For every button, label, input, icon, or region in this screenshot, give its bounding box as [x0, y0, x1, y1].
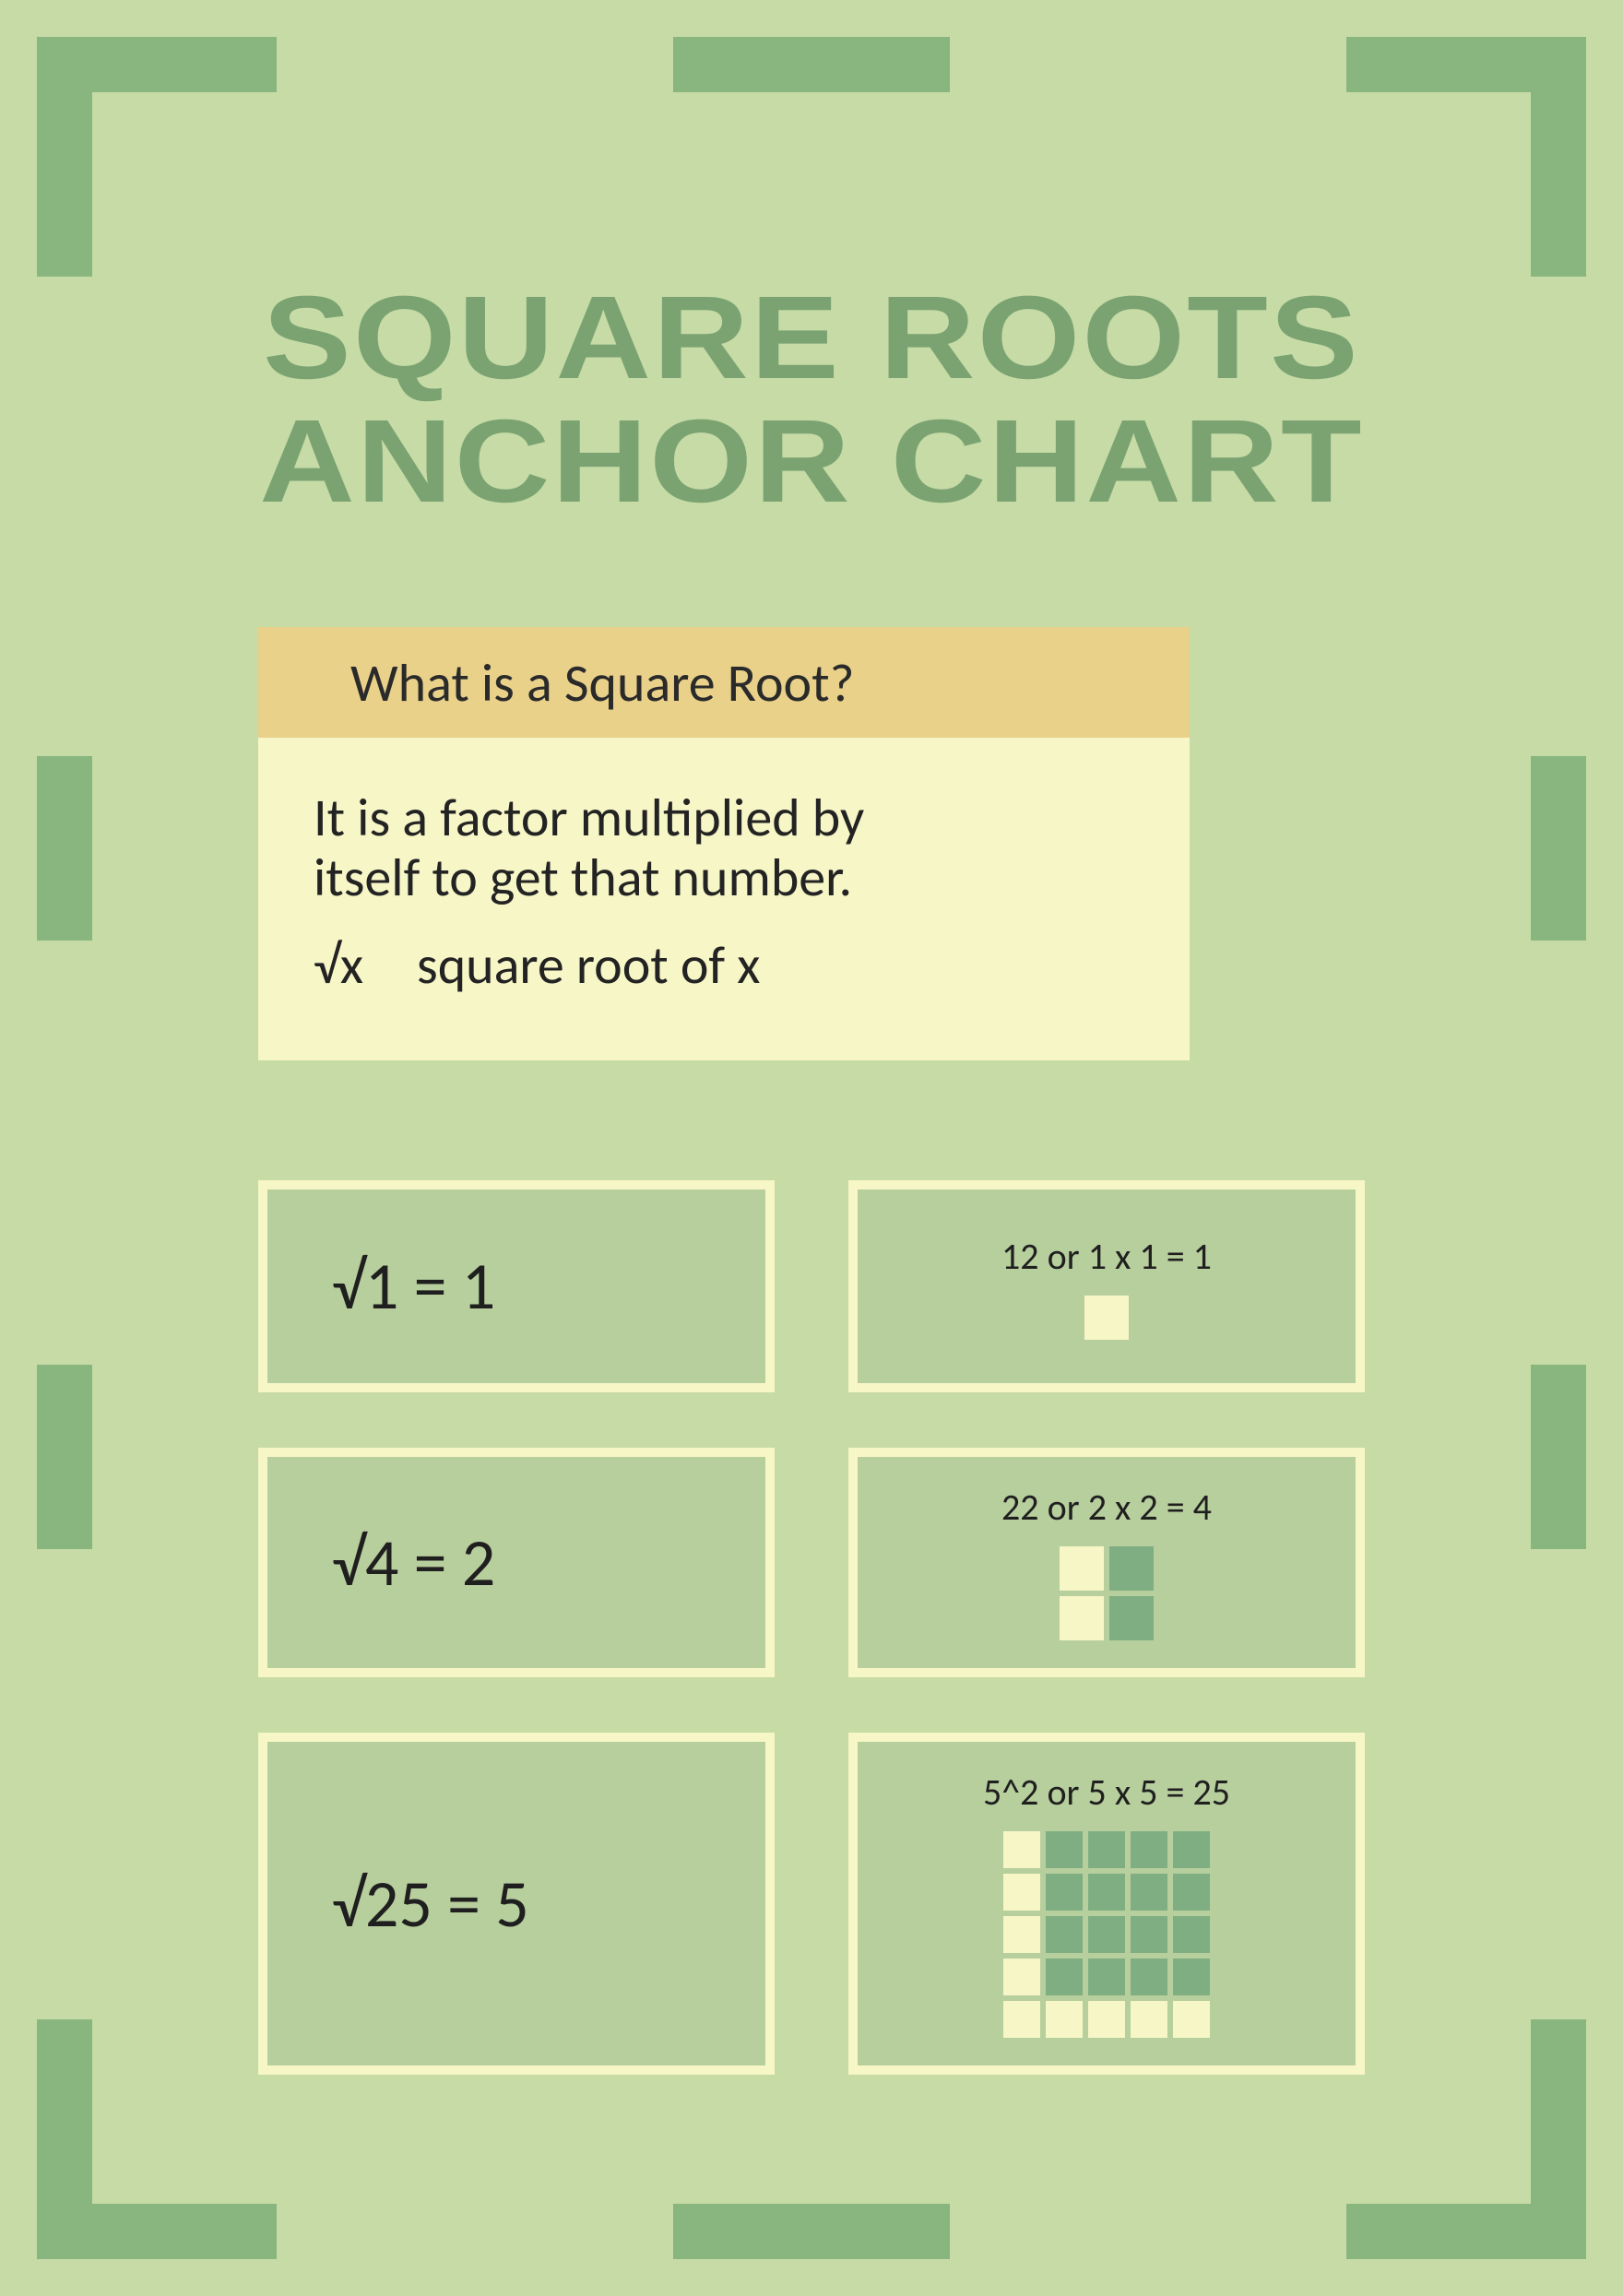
example-grid — [1060, 1546, 1154, 1640]
example-grid — [1003, 1831, 1210, 2038]
grid-square — [1060, 1546, 1104, 1591]
frame-edge-bottom — [673, 2204, 950, 2259]
example-visual-cell: 5^2 or 5 x 5 = 25 — [848, 1733, 1365, 2075]
grid-square — [1131, 2001, 1167, 2038]
grid-square — [1046, 1831, 1083, 1868]
grid-square — [1046, 2001, 1083, 2038]
grid-square — [1109, 1546, 1154, 1591]
frame-edge-left-2 — [37, 1365, 92, 1549]
example-row-1: √1 = 1 12 or 1 x 1 = 1 — [258, 1180, 1365, 1392]
grid-square — [1131, 1959, 1167, 1995]
grid-square — [1173, 2001, 1210, 2038]
example-label: 12 or 1 x 1 = 1 — [894, 1234, 1319, 1279]
example-visual-cell: 12 or 1 x 1 = 1 — [848, 1180, 1365, 1392]
grid-square — [1173, 1874, 1210, 1911]
frame-edge-top — [673, 37, 950, 92]
grid-square — [1003, 1916, 1040, 1953]
definition-notation: √x square root of x — [314, 936, 1134, 996]
frame-edge-left-1 — [37, 756, 92, 941]
grid-square — [1046, 1916, 1083, 1953]
grid-square — [1088, 2001, 1125, 2038]
example-grid-wrap — [894, 1831, 1319, 2038]
grid-square — [1173, 1959, 1210, 1995]
grid-square — [1088, 1831, 1125, 1868]
grid-square — [1046, 1959, 1083, 1995]
grid-square — [1003, 1874, 1040, 1911]
example-grid-wrap — [894, 1546, 1319, 1640]
example-grid-wrap — [894, 1296, 1319, 1340]
example-equation-cell: √4 = 2 — [258, 1448, 775, 1677]
example-row-2: √4 = 2 22 or 2 x 2 = 4 — [258, 1448, 1365, 1677]
definition-line-2: itself to get that number. — [314, 848, 1134, 908]
grid-square — [1060, 1596, 1104, 1640]
grid-square — [1003, 1831, 1040, 1868]
grid-square — [1088, 1959, 1125, 1995]
example-equation: √25 = 5 — [304, 1864, 529, 1945]
definition-header: What is a Square Root? — [258, 627, 1190, 738]
title-line-1: SQUARE ROOTS — [0, 277, 1623, 400]
page-title: SQUARE ROOTS ANCHOR CHART — [0, 277, 1623, 525]
grid-square — [1131, 1916, 1167, 1953]
example-label: 5^2 or 5 x 5 = 25 — [894, 1769, 1319, 1815]
examples-section: √1 = 1 12 or 1 x 1 = 1 √4 = 2 22 or 2 x … — [258, 1180, 1365, 2130]
example-visual-cell: 22 or 2 x 2 = 4 — [848, 1448, 1365, 1677]
example-equation-cell: √25 = 5 — [258, 1733, 775, 2075]
grid-square — [1088, 1916, 1125, 1953]
example-row-3: √25 = 5 5^2 or 5 x 5 = 25 — [258, 1733, 1365, 2075]
grid-square — [1173, 1831, 1210, 1868]
example-grid — [1084, 1296, 1129, 1340]
definition-line-1: It is a factor multiplied by — [314, 788, 1134, 848]
grid-square — [1046, 1874, 1083, 1911]
example-equation: √4 = 2 — [304, 1522, 495, 1604]
frame-edge-right-1 — [1531, 756, 1586, 941]
definition-card: What is a Square Root? It is a factor mu… — [258, 627, 1190, 1060]
grid-square — [1003, 1959, 1040, 1995]
grid-square — [1084, 1296, 1129, 1340]
grid-square — [1131, 1831, 1167, 1868]
frame-corner-tr-v — [1531, 37, 1586, 277]
definition-body: It is a factor multiplied by itself to g… — [258, 738, 1190, 1060]
grid-square — [1003, 2001, 1040, 2038]
grid-square — [1131, 1874, 1167, 1911]
grid-square — [1173, 1916, 1210, 1953]
example-equation-cell: √1 = 1 — [258, 1180, 775, 1392]
frame-corner-bl-v — [37, 2019, 92, 2259]
frame-edge-right-2 — [1531, 1365, 1586, 1549]
grid-square — [1109, 1596, 1154, 1640]
title-line-2: ANCHOR CHART — [0, 400, 1623, 524]
example-equation: √1 = 1 — [304, 1246, 495, 1327]
example-label: 22 or 2 x 2 = 4 — [894, 1485, 1319, 1530]
frame-corner-tl-v — [37, 37, 92, 277]
grid-square — [1088, 1874, 1125, 1911]
frame-corner-br-v — [1531, 2019, 1586, 2259]
